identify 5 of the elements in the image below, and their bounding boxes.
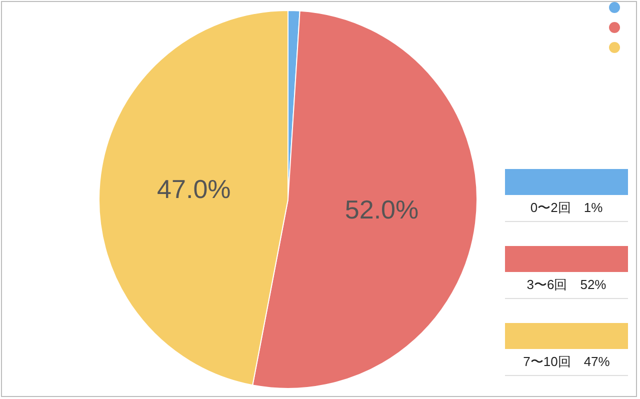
data-label: 52.0%: [344, 194, 419, 225]
data-label: 47.0%: [157, 174, 231, 204]
category-label: 0〜2回 1%: [530, 200, 603, 215]
category-label: 3〜6回 52%: [526, 277, 606, 292]
category-label: 7〜10回 47%: [523, 354, 610, 369]
